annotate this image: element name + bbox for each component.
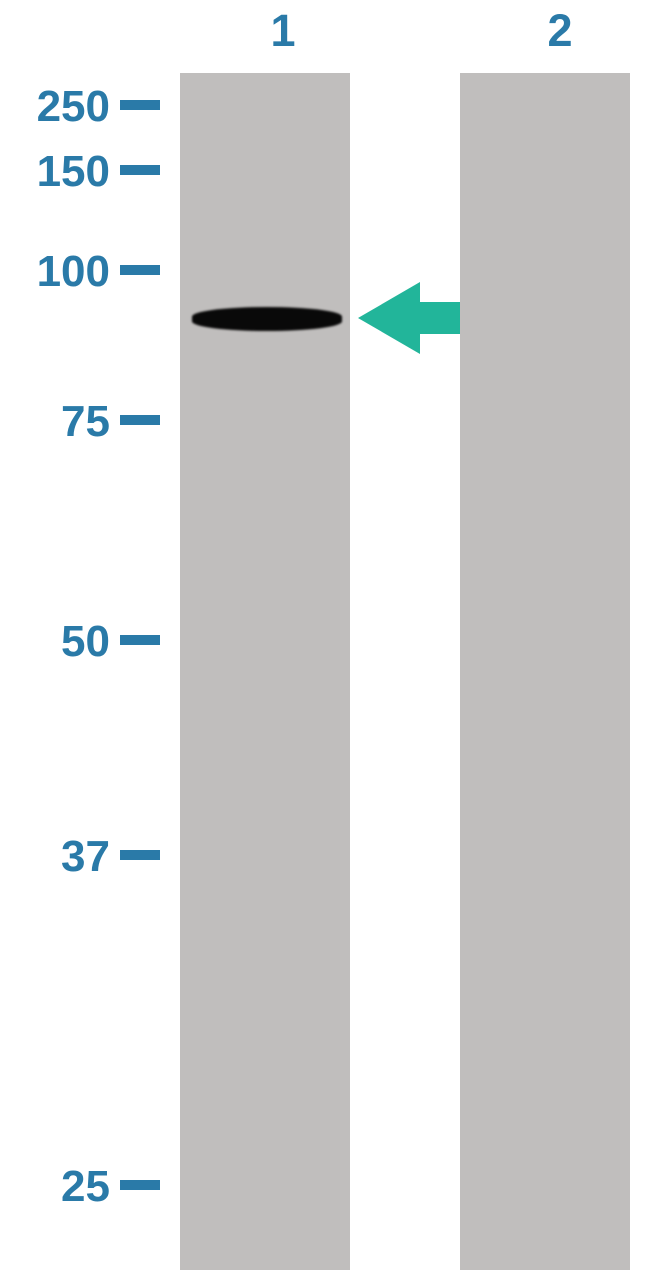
lane-1 [180, 73, 350, 1270]
marker-label-37: 37 [0, 832, 110, 882]
marker-label-50: 50 [0, 617, 110, 667]
marker-tick-37 [120, 850, 160, 860]
blot-figure: 1 2 250 150 100 75 50 37 25 [0, 0, 650, 1270]
marker-label-150: 150 [0, 147, 110, 197]
lane-header-2: 2 [540, 5, 580, 57]
marker-label-250: 250 [0, 82, 110, 132]
arrow-head-icon [358, 282, 420, 354]
marker-tick-100 [120, 265, 160, 275]
lane-2 [460, 73, 630, 1270]
marker-tick-25 [120, 1180, 160, 1190]
protein-band [192, 307, 342, 331]
arrow-tail-icon [420, 302, 460, 334]
marker-label-100: 100 [0, 247, 110, 297]
marker-label-25: 25 [0, 1162, 110, 1212]
marker-tick-50 [120, 635, 160, 645]
marker-tick-75 [120, 415, 160, 425]
marker-label-75: 75 [0, 397, 110, 447]
lane-header-1: 1 [263, 5, 303, 57]
marker-tick-250 [120, 100, 160, 110]
marker-tick-150 [120, 165, 160, 175]
